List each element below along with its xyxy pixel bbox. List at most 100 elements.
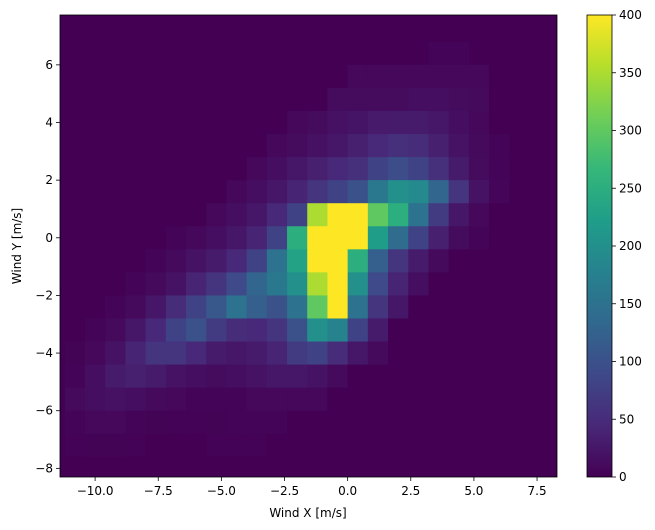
heatmap-cell: [428, 134, 450, 158]
y-tick-label: 6: [45, 58, 53, 72]
heatmap-cell: [509, 341, 530, 365]
heatmap-cell: [85, 226, 106, 250]
heatmap-cell: [64, 318, 86, 342]
heatmap-cell: [206, 387, 227, 412]
heatmap-cell: [145, 433, 167, 458]
heatmap-cell: [307, 64, 328, 89]
heatmap-cell: [489, 410, 510, 435]
heatmap-cell: [428, 456, 450, 477]
heatmap-cell: [347, 226, 369, 250]
heatmap-cell: [307, 134, 328, 158]
heatmap-cell: [105, 203, 126, 227]
heatmap-cell: [246, 410, 268, 435]
heatmap-cell: [408, 134, 429, 158]
heatmap-cell: [145, 295, 167, 319]
heatmap-cell: [186, 157, 207, 181]
heatmap-cell: [125, 410, 147, 435]
heatmap-cell: [186, 18, 207, 43]
heatmap-cell: [165, 456, 187, 477]
heatmap-cell: [186, 134, 207, 158]
heatmap-cell: [428, 64, 450, 89]
heatmap-cell: [145, 180, 167, 204]
heatmap-cell: [509, 134, 530, 158]
y-tick-label: 2: [45, 173, 53, 187]
heatmap-cell: [246, 318, 268, 342]
heatmap-cell: [347, 87, 369, 112]
heatmap-cell: [448, 203, 470, 227]
heatmap-cell: [388, 272, 409, 296]
heatmap-cell: [246, 295, 268, 319]
heatmap-cell: [408, 41, 429, 66]
heatmap-cell: [529, 410, 551, 435]
heatmap-cell: [347, 18, 369, 43]
heatmap-cell: [307, 87, 328, 112]
heatmap-cell: [226, 249, 248, 273]
heatmap-cell: [489, 64, 510, 89]
heatmap-cell: [165, 387, 187, 412]
y-axis: −8 −6 −4 −2 0 2 4 6: [35, 58, 60, 475]
heatmap-cell: [388, 41, 409, 66]
heatmap-cell: [186, 410, 207, 435]
heatmap-cell: [145, 134, 167, 158]
heatmap-cell: [125, 110, 147, 135]
heatmap-cell: [105, 64, 126, 89]
heatmap-cell: [85, 341, 106, 365]
heatmap-cell: [165, 41, 187, 66]
heatmap-cell: [64, 64, 86, 89]
heatmap-cell: [327, 272, 349, 296]
heatmap-cell: [408, 249, 429, 273]
heatmap-cell: [388, 226, 409, 250]
heatmap-cell: [226, 157, 248, 181]
heatmap-cell: [347, 180, 369, 204]
heatmap-cell: [125, 18, 147, 43]
heatmap-cell: [105, 134, 126, 158]
heatmap-cells: [64, 18, 551, 477]
heatmap-cell: [105, 341, 126, 365]
heatmap-cell: [408, 110, 429, 135]
heatmap-cell: [125, 364, 147, 389]
heatmap-cell: [125, 456, 147, 477]
heatmap-cell: [448, 226, 470, 250]
heatmap-cell: [428, 226, 450, 250]
heatmap-cell: [287, 456, 308, 477]
heatmap-cell: [186, 272, 207, 296]
heatmap-cell: [246, 180, 268, 204]
heatmap-cell: [307, 110, 328, 135]
y-tick-label: −8: [35, 461, 53, 475]
heatmap-cell: [266, 18, 288, 43]
heatmap-cell: [226, 226, 248, 250]
heatmap-cell: [105, 226, 126, 250]
heatmap-cell: [85, 110, 106, 135]
colorbar-tick-label: 0: [619, 470, 627, 484]
heatmap-cell: [529, 110, 551, 135]
heatmap-cell: [448, 18, 470, 43]
heatmap-cell: [307, 318, 328, 342]
colorbar-tick-label: 300: [619, 124, 642, 138]
heatmap-cell: [287, 64, 308, 89]
heatmap-cell: [347, 318, 369, 342]
heatmap-cell: [307, 157, 328, 181]
y-tick-label: 4: [45, 116, 53, 130]
heatmap-cell: [266, 364, 288, 389]
heatmap-cell: [509, 249, 530, 273]
heatmap-cell: [287, 295, 308, 319]
heatmap-cell: [287, 226, 308, 250]
heatmap-cell: [529, 318, 551, 342]
heatmap-cell: [125, 87, 147, 112]
heatmap-cell: [226, 295, 248, 319]
heatmap-cell: [428, 410, 450, 435]
heatmap-cell: [327, 387, 349, 412]
heatmap-cell: [367, 456, 389, 477]
heatmap-cell: [226, 341, 248, 365]
heatmap-cell: [468, 110, 490, 135]
heatmap-cell: [347, 433, 369, 458]
heatmap-cell: [489, 203, 510, 227]
heatmap-cell: [125, 433, 147, 458]
heatmap-cell: [408, 18, 429, 43]
heatmap-cell: [105, 410, 126, 435]
heatmap-cell: [408, 226, 429, 250]
x-tick-label: −2.5: [270, 484, 299, 498]
heatmap-cell: [226, 433, 248, 458]
heatmap-cell: [226, 134, 248, 158]
heatmap-cell: [165, 110, 187, 135]
